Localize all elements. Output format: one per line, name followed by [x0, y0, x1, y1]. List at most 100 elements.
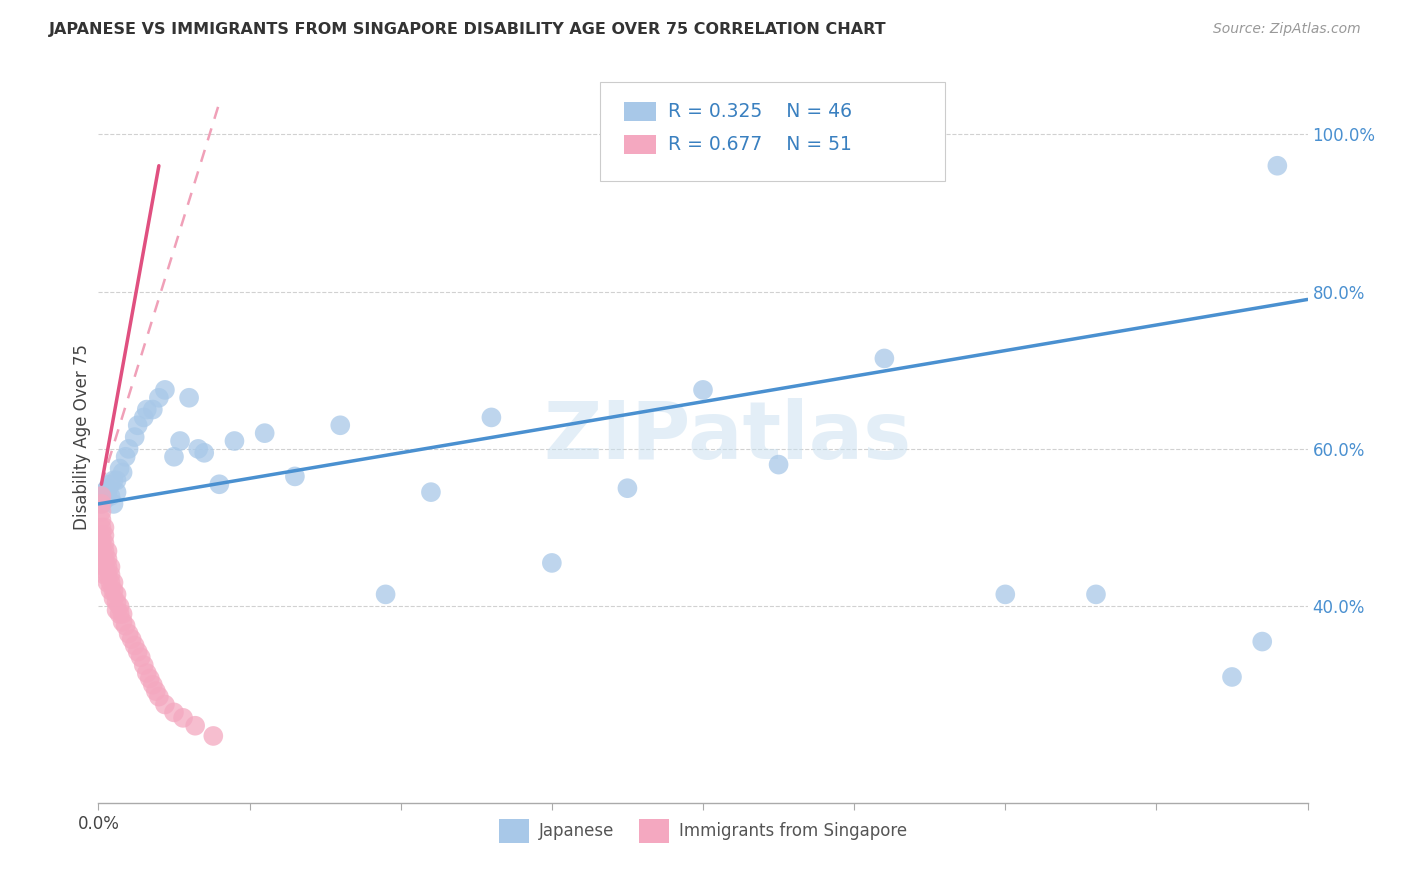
Point — [103, 497, 125, 511]
Point — [96, 544, 118, 558]
Point — [163, 450, 186, 464]
Point — [129, 650, 152, 665]
Text: R = 0.325    N = 46: R = 0.325 N = 46 — [668, 102, 852, 121]
Point — [105, 587, 128, 601]
Point — [103, 575, 125, 590]
Point — [93, 528, 115, 542]
Text: JAPANESE VS IMMIGRANTS FROM SINGAPORE DISABILITY AGE OVER 75 CORRELATION CHART: JAPANESE VS IMMIGRANTS FROM SINGAPORE DI… — [49, 22, 887, 37]
Point — [93, 485, 115, 500]
Point — [184, 719, 207, 733]
Point — [132, 410, 155, 425]
Point — [90, 497, 112, 511]
Point — [142, 402, 165, 417]
Point — [103, 473, 125, 487]
Point — [1220, 670, 1243, 684]
Text: Source: ZipAtlas.com: Source: ZipAtlas.com — [1213, 22, 1361, 37]
Point — [93, 544, 115, 558]
Point — [148, 690, 170, 704]
Point — [118, 626, 141, 640]
Point — [111, 607, 134, 621]
Legend: Japanese, Immigrants from Singapore: Japanese, Immigrants from Singapore — [492, 813, 914, 849]
Point — [90, 489, 112, 503]
Point — [179, 391, 201, 405]
Point — [202, 729, 225, 743]
Y-axis label: Disability Age Over 75: Disability Age Over 75 — [73, 344, 91, 530]
Point — [153, 383, 176, 397]
Point — [108, 607, 131, 621]
Point — [540, 556, 562, 570]
Point — [90, 489, 112, 503]
Point — [124, 639, 146, 653]
Point — [90, 497, 112, 511]
Point — [103, 591, 125, 606]
Point — [163, 706, 186, 720]
Point — [768, 458, 790, 472]
Point — [124, 430, 146, 444]
Point — [135, 402, 157, 417]
Point — [105, 603, 128, 617]
Point — [481, 410, 503, 425]
Point — [873, 351, 896, 366]
Point — [111, 466, 134, 480]
Point — [96, 552, 118, 566]
Text: ZIPatlas: ZIPatlas — [543, 398, 911, 476]
Point — [90, 520, 112, 534]
Point — [103, 583, 125, 598]
Point — [108, 461, 131, 475]
Point — [96, 567, 118, 582]
Point — [93, 493, 115, 508]
Point — [172, 711, 194, 725]
Point — [100, 477, 122, 491]
Point — [139, 672, 162, 686]
Point — [169, 434, 191, 448]
Point — [208, 477, 231, 491]
Point — [90, 528, 112, 542]
Point — [100, 567, 122, 582]
Point — [93, 520, 115, 534]
Point — [145, 684, 167, 698]
Point — [193, 446, 215, 460]
Point — [93, 552, 115, 566]
FancyBboxPatch shape — [624, 135, 655, 154]
Point — [118, 442, 141, 456]
Point — [121, 632, 143, 647]
Point — [114, 450, 136, 464]
Point — [96, 481, 118, 495]
Point — [90, 544, 112, 558]
Point — [96, 559, 118, 574]
FancyBboxPatch shape — [624, 102, 655, 121]
Point — [420, 485, 443, 500]
Text: R = 0.677    N = 51: R = 0.677 N = 51 — [668, 135, 852, 154]
Point — [90, 513, 112, 527]
Point — [1267, 159, 1289, 173]
Point — [329, 418, 352, 433]
Point — [100, 583, 122, 598]
Point — [1085, 587, 1108, 601]
Point — [93, 559, 115, 574]
Point — [374, 587, 396, 601]
Point — [153, 698, 176, 712]
Point — [692, 383, 714, 397]
Point — [127, 418, 149, 433]
Point — [132, 658, 155, 673]
Point — [994, 587, 1017, 601]
Point — [100, 575, 122, 590]
Point — [148, 391, 170, 405]
Point — [224, 434, 246, 448]
Point — [96, 575, 118, 590]
Point — [111, 615, 134, 629]
Point — [93, 536, 115, 550]
Point — [253, 426, 276, 441]
Point — [1251, 634, 1274, 648]
Point — [90, 505, 112, 519]
Point — [105, 595, 128, 609]
Point — [127, 645, 149, 659]
Point — [100, 559, 122, 574]
Point — [616, 481, 638, 495]
Point — [135, 666, 157, 681]
Point — [108, 599, 131, 614]
Point — [105, 485, 128, 500]
Point — [93, 567, 115, 582]
Point — [284, 469, 307, 483]
Point — [100, 489, 122, 503]
